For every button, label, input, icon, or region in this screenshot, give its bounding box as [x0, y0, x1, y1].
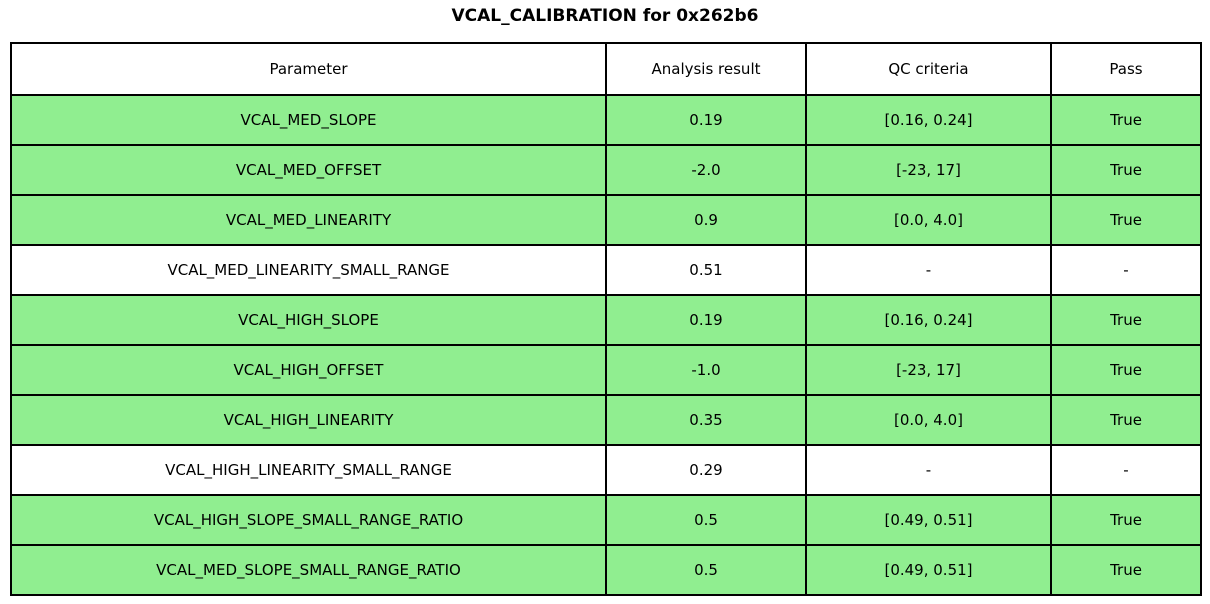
pass-cell: True — [1050, 94, 1202, 146]
analysis-result-cell: 0.35 — [605, 394, 807, 446]
parameter-cell: VCAL_HIGH_OFFSET — [10, 344, 607, 396]
pass-cell: - — [1050, 244, 1202, 296]
analysis-result-cell: 0.29 — [605, 444, 807, 496]
table-row: VCAL_MED_LINEARITY 0.9 [0.0, 4.0] True — [10, 194, 1202, 246]
parameter-cell: VCAL_MED_LINEARITY — [10, 194, 607, 246]
qc-criteria-cell: [0.49, 0.51] — [805, 494, 1052, 546]
table-header-row: Parameter Analysis result QC criteria Pass — [10, 42, 1202, 96]
qc-criteria-cell: [0.16, 0.24] — [805, 294, 1052, 346]
parameter-cell: VCAL_HIGH_LINEARITY_SMALL_RANGE — [10, 444, 607, 496]
table-row: VCAL_HIGH_LINEARITY 0.35 [0.0, 4.0] True — [10, 394, 1202, 446]
column-header-pass: Pass — [1050, 42, 1202, 96]
analysis-result-cell: 0.19 — [605, 94, 807, 146]
pass-cell: True — [1050, 294, 1202, 346]
column-header-parameter: Parameter — [10, 42, 607, 96]
analysis-result-cell: -1.0 — [605, 344, 807, 396]
parameter-cell: VCAL_MED_SLOPE_SMALL_RANGE_RATIO — [10, 544, 607, 596]
analysis-result-cell: 0.5 — [605, 494, 807, 546]
pass-cell: True — [1050, 344, 1202, 396]
pass-cell: True — [1050, 394, 1202, 446]
table-row: VCAL_HIGH_OFFSET -1.0 [-23, 17] True — [10, 344, 1202, 396]
table-row: VCAL_HIGH_LINEARITY_SMALL_RANGE 0.29- - — [10, 444, 1202, 496]
parameter-cell: VCAL_HIGH_SLOPE_SMALL_RANGE_RATIO — [10, 494, 607, 546]
parameter-cell: VCAL_MED_SLOPE — [10, 94, 607, 146]
table-header: Parameter Analysis result QC criteria Pass — [10, 42, 1202, 96]
table-row: VCAL_HIGH_SLOPE 0.19 [0.16, 0.24] True — [10, 294, 1202, 346]
qc-criteria-cell: [0.0, 4.0] — [805, 194, 1052, 246]
column-header-qc-criteria: QC criteria — [805, 42, 1052, 96]
qc-criteria-cell: - — [805, 444, 1052, 496]
table-row: VCAL_MED_SLOPE_SMALL_RANGE_RATIO 0.5 [0.49… — [10, 544, 1202, 596]
table-row: VCAL_MED_SLOPE 0.19 [0.16, 0.24] True — [10, 94, 1202, 146]
parameter-cell: VCAL_MED_LINEARITY_SMALL_RANGE — [10, 244, 607, 296]
qc-criteria-cell: - — [805, 244, 1052, 296]
qc-criteria-cell: [0.0, 4.0] — [805, 394, 1052, 446]
column-header-analysis-result: Analysis result — [605, 42, 807, 96]
analysis-result-cell: -2.0 — [605, 144, 807, 196]
pass-cell: True — [1050, 544, 1202, 596]
analysis-result-cell: 0.19 — [605, 294, 807, 346]
pass-cell: True — [1050, 194, 1202, 246]
pass-cell: True — [1050, 144, 1202, 196]
pass-cell: - — [1050, 444, 1202, 496]
parameter-cell: VCAL_HIGH_SLOPE — [10, 294, 607, 346]
parameter-cell: VCAL_MED_OFFSET — [10, 144, 607, 196]
table-body: VCAL_MED_SLOPE 0.19 [0.16, 0.24] True VCAL_M… — [10, 94, 1202, 596]
qc-criteria-cell: [0.16, 0.24] — [805, 94, 1052, 146]
qc-criteria-cell: [0.49, 0.51] — [805, 544, 1052, 596]
qc-criteria-cell: [-23, 17] — [805, 344, 1052, 396]
table-row: VCAL_MED_LINEARITY_SMALL_RANGE 0.51- - — [10, 244, 1202, 296]
analysis-result-cell: 0.9 — [605, 194, 807, 246]
analysis-result-cell: 0.51 — [605, 244, 807, 296]
chart-title: VCAL_CALIBRATION for 0x262b6 — [451, 6, 759, 26]
table-row: VCAL_MED_OFFSET -2.0 [-23, 17] True — [10, 144, 1202, 196]
pass-cell: True — [1050, 494, 1202, 546]
analysis-result-cell: 0.5 — [605, 544, 807, 596]
qc-criteria-cell: [-23, 17] — [805, 144, 1052, 196]
parameter-cell: VCAL_HIGH_LINEARITY — [10, 394, 607, 446]
table-row: VCAL_HIGH_SLOPE_SMALL_RANGE_RATIO 0.5 [0.4… — [10, 494, 1202, 546]
qc-results-table: Parameter Analysis result QC criteria Pass … — [10, 42, 1202, 596]
